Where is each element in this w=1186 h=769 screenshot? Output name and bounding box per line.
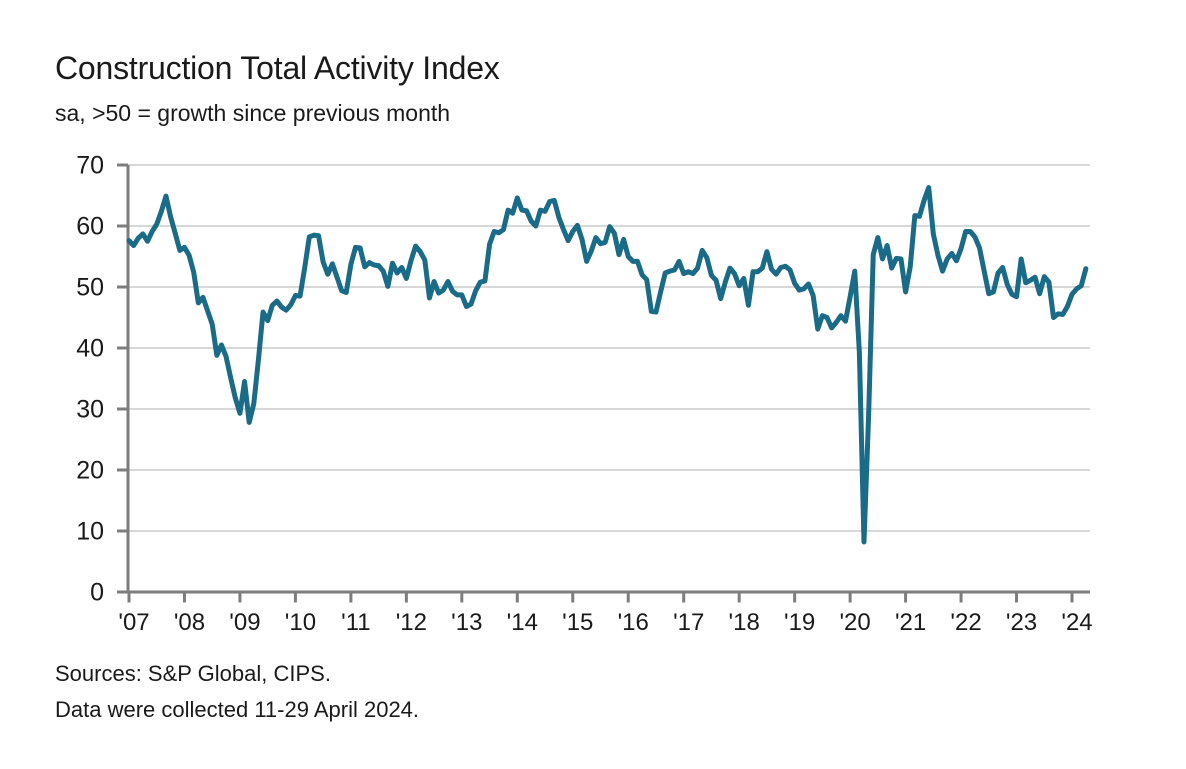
x-tick-label-'18: '18 — [729, 609, 760, 636]
chart-subtitle: sa, >50 = growth since previous month — [55, 100, 451, 126]
axes — [126, 165, 1090, 594]
x-tick-label-'15: '15 — [562, 609, 593, 636]
x-tick-label-'13: '13 — [451, 609, 482, 636]
x-tick-label-'08: '08 — [174, 609, 205, 636]
y-tick-label-10: 10 — [76, 518, 104, 546]
y-tick-label-20: 20 — [76, 457, 104, 485]
y-tick-label-40: 40 — [76, 335, 104, 363]
x-tick-label-'10: '10 — [285, 609, 316, 636]
x-tick-label-'22: '22 — [950, 609, 981, 636]
y-tick-label-60: 60 — [76, 213, 104, 241]
x-tick-label-'17: '17 — [673, 609, 704, 636]
x-tick-label-'23: '23 — [1006, 609, 1037, 636]
x-tick-label-'16: '16 — [618, 609, 649, 636]
x-tick-label-'24: '24 — [1061, 609, 1092, 636]
x-tick-label-'21: '21 — [895, 609, 926, 636]
page-title: Construction Total Activity Index — [55, 50, 500, 86]
gridlines — [128, 164, 1090, 532]
y-tick-label-0: 0 — [90, 579, 104, 607]
sources-note: Sources: S&P Global, CIPS. — [55, 661, 331, 686]
x-tick-label-'20: '20 — [839, 609, 870, 636]
y-tick-label-30: 30 — [76, 396, 104, 424]
y-tick-label-70: 70 — [76, 152, 104, 180]
y-tick-label-50: 50 — [76, 274, 104, 302]
axis-labels: 0 10 20 30 40 50 60 70 '07 '08 '09 '10 '11 '12 '13 '14 '… — [76, 152, 1092, 637]
x-tick-label-'09: '09 — [229, 609, 260, 636]
data-series — [126, 185, 1089, 545]
x-tick-label-'11: '11 — [341, 609, 371, 636]
x-tick-label-'19: '19 — [784, 609, 815, 636]
total-activity-index-line — [126, 185, 1089, 545]
x-tick-label-'14: '14 — [507, 609, 538, 636]
x-tick-label-'07: '07 — [118, 609, 149, 636]
x-tick-label-'12: '12 — [396, 609, 427, 636]
collection-note: Data were collected 11-29 April 2024. — [55, 697, 420, 722]
axis-ticks — [117, 163, 1074, 603]
